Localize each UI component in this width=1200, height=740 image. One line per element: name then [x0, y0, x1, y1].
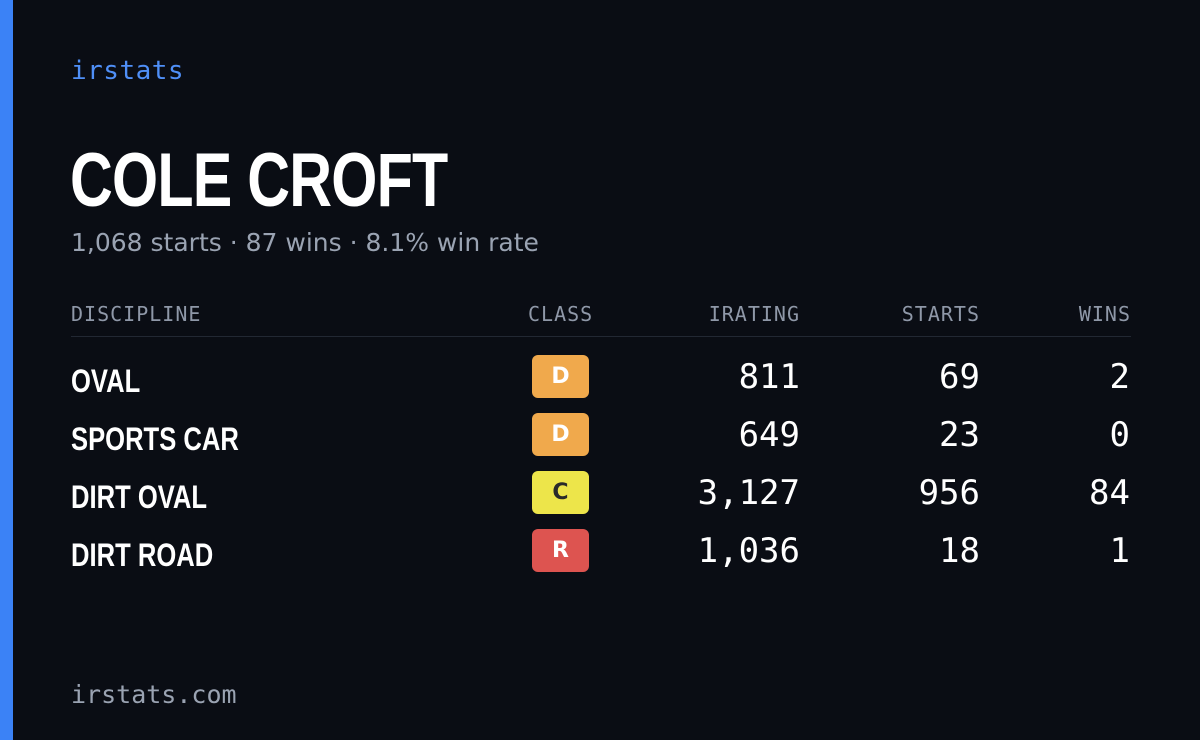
driver-name: COLE CROFT: [70, 138, 448, 223]
footer-url[interactable]: irstats.com: [71, 680, 237, 709]
starts-value: 69: [939, 357, 980, 397]
table-row: SPORTS CAR D 649 23 0: [71, 409, 1131, 467]
wins-value: 1: [1109, 531, 1130, 571]
irating-value: 811: [738, 357, 800, 397]
discipline-table: DISCIPLINE CLASS IRATING STARTS WINS OVA…: [71, 296, 1131, 583]
header-starts: STARTS: [901, 302, 980, 326]
header-class: CLASS: [528, 302, 594, 326]
irating-value: 3,127: [697, 473, 800, 513]
discipline-name: SPORTS CAR: [71, 421, 239, 457]
discipline-name: DIRT OVAL: [71, 479, 208, 515]
irating-value: 1,036: [697, 531, 800, 571]
driver-summary: 1,068 starts · 87 wins · 8.1% win rate: [71, 228, 539, 257]
brand-logo-text: irstats: [71, 56, 185, 86]
starts-value: 18: [939, 531, 980, 571]
table-row: DIRT ROAD R 1,036 18 1: [71, 525, 1131, 583]
header-wins: WINS: [1078, 302, 1131, 326]
table-body: OVAL D 811 69 2 SPORTS CAR D 649 23 0 DI…: [71, 337, 1131, 583]
table-row: DIRT OVAL C 3,127 956 84: [71, 467, 1131, 525]
discipline-name: OVAL: [71, 363, 141, 399]
accent-bar: [0, 0, 13, 740]
wins-value: 84: [1089, 473, 1130, 513]
table-row: OVAL D 811 69 2: [71, 351, 1131, 409]
class-badge: C: [532, 471, 589, 514]
table-header: DISCIPLINE CLASS IRATING STARTS WINS: [71, 296, 1131, 337]
class-badge: R: [532, 529, 589, 572]
wins-value: 2: [1109, 357, 1130, 397]
header-irating: IRATING: [708, 302, 800, 326]
header-discipline: DISCIPLINE: [71, 302, 202, 326]
irating-value: 649: [738, 415, 800, 455]
wins-value: 0: [1109, 415, 1130, 455]
starts-value: 956: [918, 473, 980, 513]
class-badge: D: [532, 355, 589, 398]
class-badge: D: [532, 413, 589, 456]
starts-value: 23: [939, 415, 980, 455]
discipline-name: DIRT ROAD: [71, 537, 214, 573]
